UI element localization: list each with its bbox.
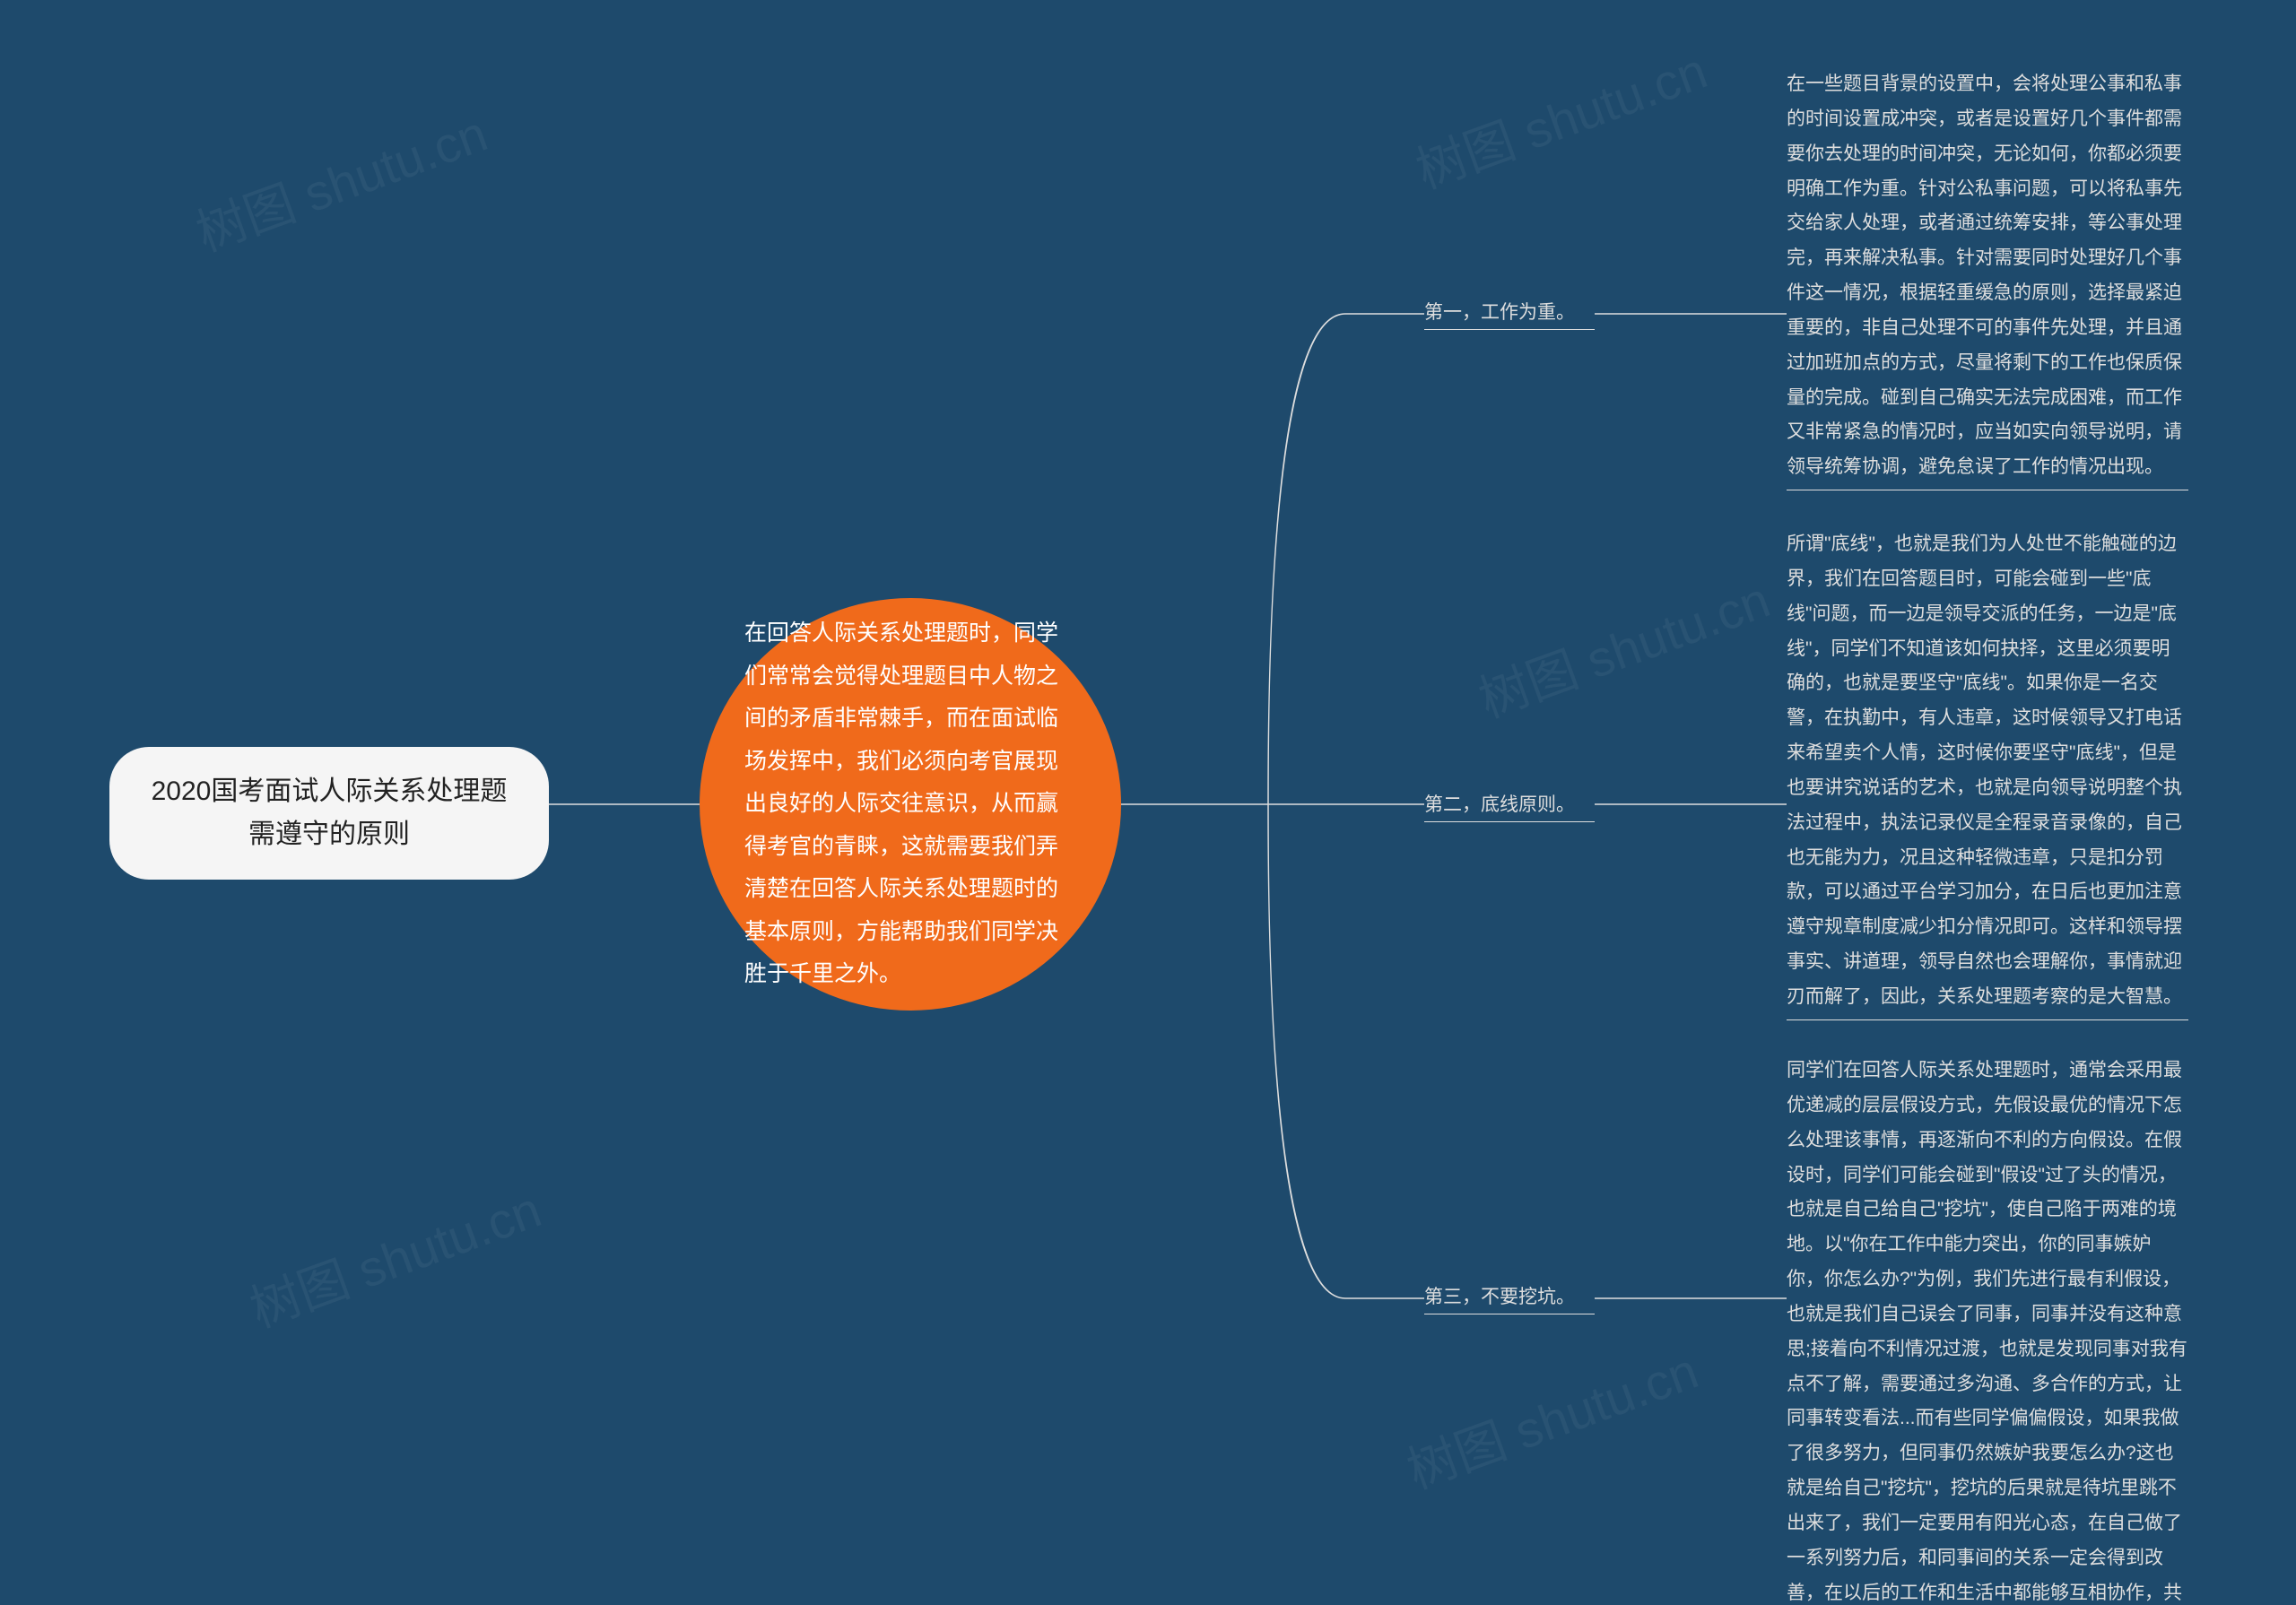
watermark: 树图 shutu.cn xyxy=(1405,30,1716,203)
watermark: 树图 shutu.cn xyxy=(1467,560,1779,732)
watermark: 树图 shutu.cn xyxy=(185,93,496,265)
branch-title-1: 第一，工作为重。 xyxy=(1424,298,1595,330)
branch-detail-3: 同学们在回答人际关系处理题时，通常会采用最优递减的层层假设方式，先假设最优的情况… xyxy=(1787,1054,2188,1605)
root-text: 2020国考面试人际关系处理题需遵守的原则 xyxy=(152,776,508,849)
mindmap-canvas: 2020国考面试人际关系处理题需遵守的原则 在回答人际关系处理题时，同学们常常会… xyxy=(0,0,2296,1605)
root-node: 2020国考面试人际关系处理题需遵守的原则 xyxy=(109,747,549,880)
watermark: 树图 shutu.cn xyxy=(239,1169,550,1341)
intro-text: 在回答人际关系处理题时，同学们常常会觉得处理题目中人物之间的矛盾非常棘手，而在面… xyxy=(744,612,1076,996)
branch-detail-1: 在一些题目背景的设置中，会将处理公事和私事的时间设置成冲突，或者是设置好几个事件… xyxy=(1787,67,2188,490)
branch-title-2: 第二，底线原则。 xyxy=(1424,790,1595,822)
watermark: 树图 shutu.cn xyxy=(1396,1331,1707,1503)
branch-detail-2: 所谓"底线"，也就是我们为人处世不能触碰的边界，我们在回答题目时，可能会碰到一些… xyxy=(1787,527,2188,1020)
intro-node: 在回答人际关系处理题时，同学们常常会觉得处理题目中人物之间的矛盾非常棘手，而在面… xyxy=(700,598,1121,1011)
branch-title-3: 第三，不要挖坑。 xyxy=(1424,1282,1595,1314)
